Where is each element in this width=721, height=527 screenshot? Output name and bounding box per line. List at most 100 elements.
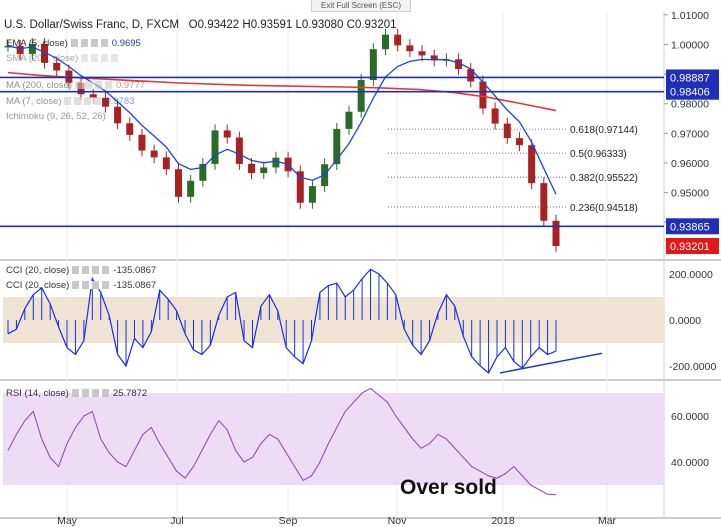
- candle-body: [394, 34, 402, 46]
- sma-line: [7, 71, 557, 112]
- candle-body: [308, 186, 316, 203]
- rsi-series: [7, 387, 557, 496]
- price-tick-label: 0.95000: [671, 188, 709, 200]
- legend-cci-1[interactable]: CCI (20, close) -135.0867: [6, 265, 157, 276]
- price-axis: 1.010001.000000.990000.980000.970000.960…: [664, 10, 719, 469]
- cci-band: [3, 297, 664, 343]
- overlays: [0, 45, 664, 228]
- price-tick-label: 0.98000: [671, 99, 709, 111]
- open-value: O0.93422: [188, 19, 240, 31]
- legend-ema[interactable]: EMA (5, close) 0.9695: [6, 38, 141, 49]
- legend-cci-2[interactable]: CCI (20, close) -135.0867: [6, 280, 157, 291]
- fib-label: 0.382(0.95522): [570, 173, 638, 184]
- candle-body: [101, 97, 109, 107]
- candle-body: [4, 45, 12, 48]
- candle-body: [455, 59, 463, 70]
- candle-body: [28, 43, 36, 54]
- price-label-box: [666, 237, 719, 254]
- cci-tick-label: 0.0000: [669, 315, 701, 327]
- legend-sma[interactable]: SMA (200, close): [6, 53, 122, 64]
- price-label-box: [666, 83, 719, 100]
- rsi-line: [7, 387, 557, 496]
- candle-body: [272, 157, 280, 168]
- legend-controls-icon[interactable]: [81, 54, 120, 63]
- candle-body: [235, 137, 243, 164]
- high-value: H0.93591: [242, 19, 293, 31]
- time-axis: May Jul Sep Nov 2018 Mar: [57, 515, 616, 527]
- fibonacci-levels: 0.618(0.97144) 0.5(0.96333) 0.382(0.95522)…: [388, 125, 638, 214]
- candle-body: [296, 171, 304, 203]
- legend-controls-icon[interactable]: [72, 266, 111, 275]
- legend-controls-icon[interactable]: [70, 39, 109, 48]
- time-tick-label: Jul: [170, 515, 183, 527]
- legend-controls-icon[interactable]: [64, 97, 103, 106]
- price-tick-label: 1.00000: [671, 39, 709, 51]
- cci-series: [7, 268, 603, 374]
- candle-body: [223, 130, 231, 138]
- candle-body: [114, 106, 122, 124]
- fib-label: 0.618(0.97144): [570, 125, 638, 136]
- legend-ichimoku[interactable]: Ichimoku (9, 26, 52, 26): [6, 111, 106, 122]
- symbol-title[interactable]: U.S. Dollar/Swiss Franc, D, FXCM: [4, 19, 180, 31]
- candle-body: [260, 167, 268, 174]
- price-label-box: [666, 69, 719, 86]
- legend-ma-200[interactable]: MA (200, close) 0.9777: [6, 80, 146, 91]
- close-value: C0.93201: [346, 19, 397, 31]
- time-tick-label: 2018: [491, 515, 515, 527]
- price-label-text: 0.98406: [670, 87, 710, 99]
- cci-line: [7, 268, 557, 374]
- cci-tick-label: 200.0000: [669, 269, 713, 281]
- price-label-box: [666, 218, 719, 235]
- candle-body: [138, 134, 146, 151]
- candle-body: [248, 163, 256, 174]
- candle-body: [211, 130, 219, 164]
- symbol-header: U.S. Dollar/Swiss Franc, D, FXCM O0.9342…: [4, 19, 397, 31]
- rsi-tick-label: 40.0000: [671, 457, 709, 469]
- candle-body: [53, 62, 61, 71]
- candle-body: [406, 45, 414, 52]
- candle-body: [41, 43, 49, 63]
- price-label-text: 0.93865: [670, 221, 710, 233]
- candle-body: [552, 220, 560, 246]
- legend-rsi[interactable]: RSI (14, close) 25.7872: [6, 388, 148, 399]
- candle-body: [126, 123, 134, 135]
- cci-trendline: [499, 352, 603, 374]
- price-label-text: 0.98887: [670, 72, 710, 84]
- candle-body: [150, 150, 158, 158]
- candle-body: [16, 45, 24, 54]
- candle-body: [430, 55, 438, 61]
- candle-body: [503, 123, 511, 139]
- legend-ma-7[interactable]: MA (7, close) 0.9783: [6, 96, 135, 107]
- candle-body: [418, 51, 426, 56]
- candle-body: [162, 157, 170, 170]
- candle-body: [528, 145, 536, 184]
- time-tick-label: Nov: [388, 515, 407, 527]
- candle-body: [345, 111, 353, 129]
- exit-fullscreen-button[interactable]: Exit Full Screen (ESC): [311, 0, 411, 12]
- price-tick-label: 0.97000: [671, 128, 709, 140]
- candle-body: [467, 69, 475, 82]
- time-tick-label: Sep: [279, 515, 298, 527]
- candles: [4, 28, 560, 252]
- candle-body: [187, 180, 195, 197]
- legend-controls-icon[interactable]: [75, 81, 113, 90]
- candle-body: [540, 183, 548, 221]
- legend-controls-icon[interactable]: [71, 389, 110, 398]
- candle-body: [174, 169, 182, 197]
- low-value: L0.93080: [295, 19, 344, 31]
- legend-controls-icon[interactable]: [72, 281, 111, 290]
- candle-body: [479, 81, 487, 109]
- candle-body: [515, 138, 523, 146]
- candle-body: [369, 49, 377, 81]
- candle-body: [199, 163, 207, 181]
- fib-label: 0.236(0.94518): [570, 203, 638, 214]
- annotation-oversold: Over sold: [400, 476, 497, 499]
- candle-body: [333, 128, 341, 165]
- time-tick-label: May: [57, 515, 78, 527]
- candle-body: [357, 80, 365, 112]
- candle-body: [89, 94, 97, 98]
- price-tick-label: 1.01000: [671, 10, 709, 22]
- cci-tick-label: -200.0000: [669, 361, 716, 373]
- candle-body: [491, 108, 499, 124]
